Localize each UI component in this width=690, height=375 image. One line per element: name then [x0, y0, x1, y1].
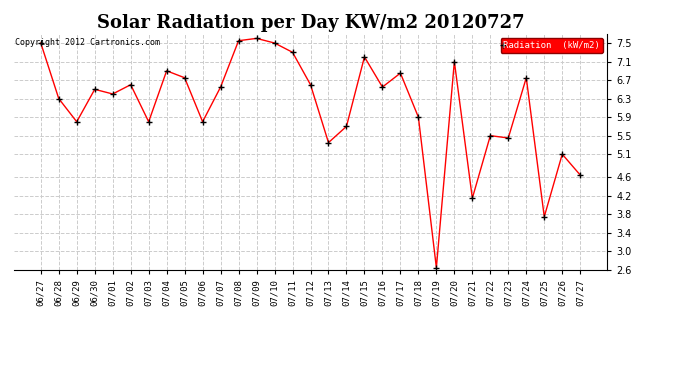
Radiation  (kW/m2) [540, 214, 549, 219]
Radiation  (kW/m2) [217, 85, 225, 89]
Radiation  (kW/m2) [469, 196, 477, 201]
Radiation  (kW/m2) [90, 87, 99, 92]
Radiation  (kW/m2) [270, 41, 279, 45]
Radiation  (kW/m2) [486, 134, 495, 138]
Radiation  (kW/m2) [288, 50, 297, 54]
Radiation  (kW/m2) [199, 120, 207, 124]
Radiation  (kW/m2) [324, 140, 333, 145]
Radiation  (kW/m2) [163, 69, 171, 73]
Radiation  (kW/m2) [253, 36, 261, 40]
Radiation  (kW/m2) [522, 75, 531, 80]
Radiation  (kW/m2) [181, 75, 189, 80]
Radiation  (kW/m2) [558, 152, 566, 156]
Radiation  (kW/m2) [378, 85, 386, 89]
Line: Radiation  (kW/m2): Radiation (kW/m2) [37, 35, 584, 271]
Radiation  (kW/m2) [306, 82, 315, 87]
Title: Solar Radiation per Day KW/m2 20120727: Solar Radiation per Day KW/m2 20120727 [97, 14, 524, 32]
Legend: Radiation  (kW/m2): Radiation (kW/m2) [500, 38, 602, 53]
Radiation  (kW/m2) [396, 71, 404, 75]
Radiation  (kW/m2) [414, 115, 422, 119]
Radiation  (kW/m2) [576, 173, 584, 177]
Radiation  (kW/m2) [450, 59, 458, 64]
Radiation  (kW/m2) [37, 41, 45, 45]
Radiation  (kW/m2) [504, 136, 513, 140]
Radiation  (kW/m2) [144, 120, 152, 124]
Radiation  (kW/m2) [235, 39, 243, 43]
Radiation  (kW/m2) [108, 92, 117, 96]
Radiation  (kW/m2) [72, 120, 81, 124]
Radiation  (kW/m2) [126, 82, 135, 87]
Radiation  (kW/m2) [55, 96, 63, 101]
Text: Copyright 2012 Cartronics.com: Copyright 2012 Cartronics.com [15, 39, 160, 48]
Radiation  (kW/m2) [360, 55, 368, 59]
Radiation  (kW/m2) [432, 266, 440, 270]
Radiation  (kW/m2) [342, 124, 351, 129]
